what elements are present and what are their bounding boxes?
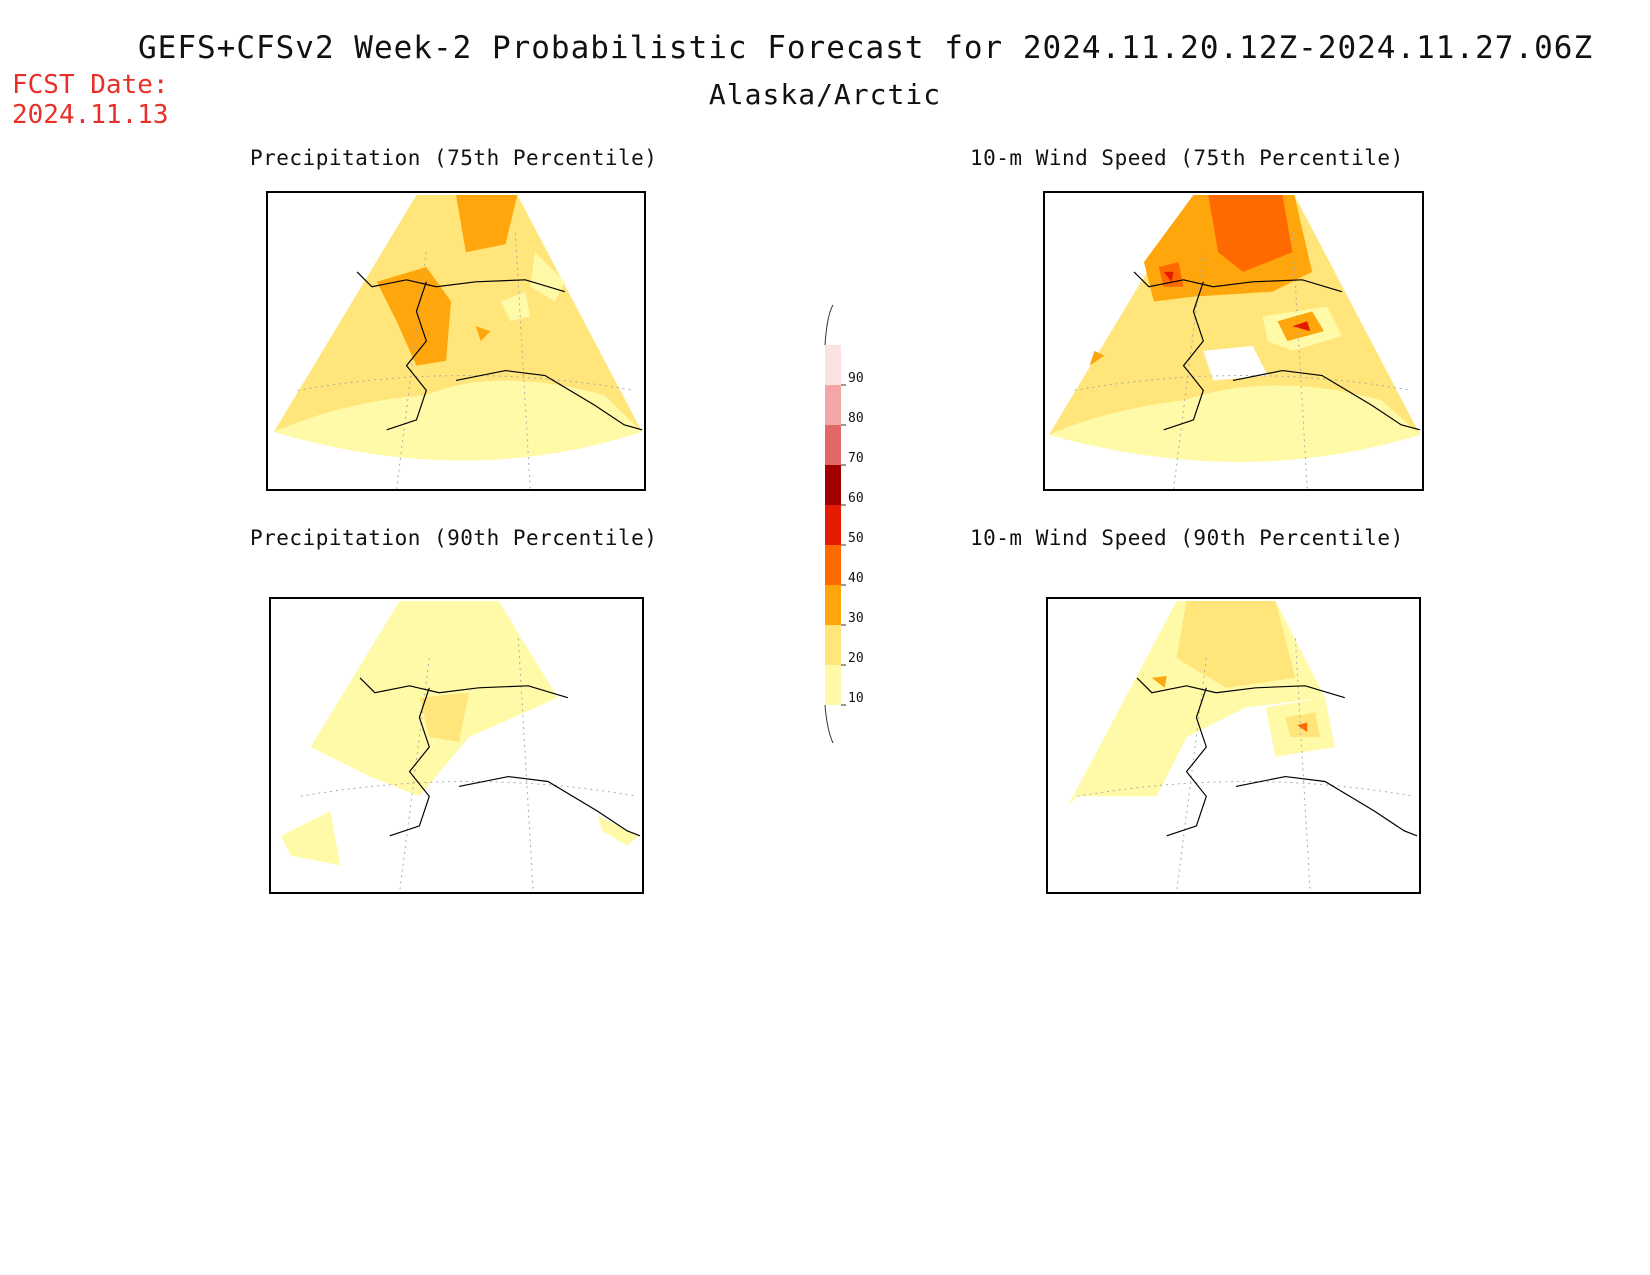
forecast-date-value: 2024.11.13 [12, 100, 169, 130]
figure-title: GEFS+CFSv2 Week-2 Probabilistic Forecast… [138, 30, 1594, 66]
panel-title-wind90: 10-m Wind Speed (90th Percentile) [970, 526, 1404, 550]
map-panel-precip75 [266, 191, 646, 491]
legend-swatch [825, 345, 841, 385]
legend-swatch [825, 465, 841, 505]
legend-tick-label: 60 [848, 491, 864, 506]
legend-tick-label: 10 [848, 691, 864, 706]
color-legend: 10 20 30 40 50 60 70 80 90 [810, 304, 890, 750]
legend-tick-label: 40 [848, 571, 864, 586]
map-precip90 [280, 600, 641, 892]
forecast-date-label: FCST Date: [12, 70, 169, 100]
panel-title-precip75: Precipitation (75th Percentile) [250, 146, 658, 170]
forecast-date-block: FCST Date: 2024.11.13 [12, 70, 169, 130]
map-precip75 [273, 194, 643, 489]
legend-tick-label: 90 [848, 371, 864, 386]
legend-top-cap [824, 304, 834, 346]
panel-title-wind75: 10-m Wind Speed (75th Percentile) [970, 146, 1404, 170]
legend-swatch [825, 545, 841, 585]
legend-tick-label: 80 [848, 411, 864, 426]
legend-tick-label: 70 [848, 451, 864, 466]
legend-swatch [825, 385, 841, 425]
map-panel-precip90 [269, 597, 644, 894]
legend-bottom-cap [824, 704, 834, 744]
map-wind90 [1067, 600, 1418, 892]
map-panel-wind90 [1046, 597, 1421, 894]
legend-swatch [825, 505, 841, 545]
legend-swatch [825, 425, 841, 465]
map-wind75 [1048, 194, 1421, 489]
legend-swatch [825, 585, 841, 625]
map-panel-wind75 [1043, 191, 1424, 491]
figure-subtitle: Alaska/Arctic [708, 78, 942, 111]
panel-title-precip90: Precipitation (90th Percentile) [250, 526, 658, 550]
legend-svg: 10 20 30 40 50 60 70 80 90 [824, 304, 864, 744]
legend-tick-label: 20 [848, 651, 864, 666]
legend-swatch [825, 625, 841, 665]
legend-tick-label: 50 [848, 531, 864, 546]
legend-swatch [825, 665, 841, 705]
legend-tick-label: 30 [848, 611, 864, 626]
